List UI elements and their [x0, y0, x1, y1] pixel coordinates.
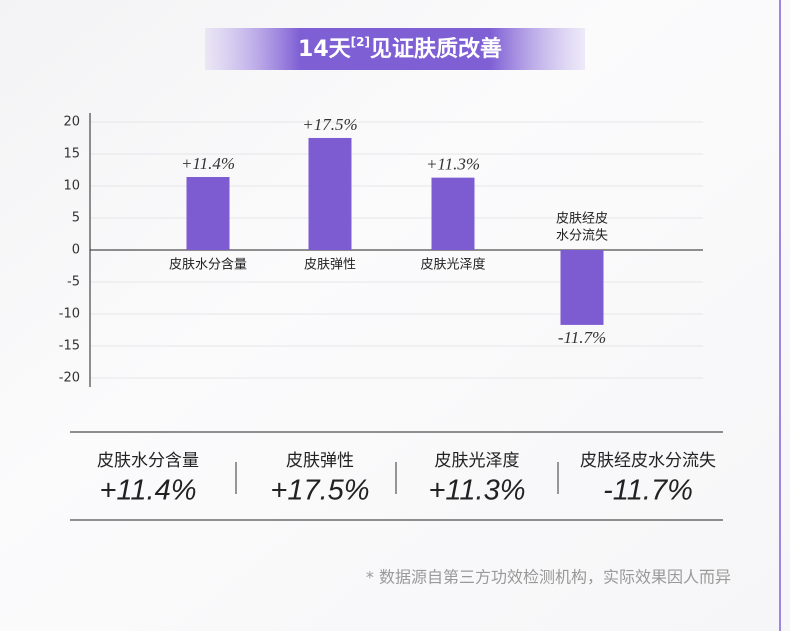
- category-label: 皮肤经皮: [556, 212, 608, 227]
- y-tick-label: 20: [63, 114, 80, 129]
- title-band: [205, 28, 585, 70]
- bar: [431, 177, 475, 250]
- edge-line: [779, 0, 781, 631]
- title-part: 14天: [298, 37, 352, 62]
- chart-title: 14天[2]见证肤质改善: [298, 35, 502, 63]
- summary-label: 皮肤水分含量: [97, 451, 199, 471]
- y-tick-label: -20: [59, 371, 80, 386]
- title-superscript: [2]: [351, 35, 370, 49]
- summary: 皮肤水分含量 +11.4% 皮肤弹性 +17.5% 皮肤光泽度 +11.3% 皮肤经皮水分流…: [97, 451, 716, 507]
- category-label: 皮肤水分含量: [169, 257, 247, 273]
- footnote: * 数据源自第三方功效检测机构，实际效果因人而异: [366, 568, 731, 587]
- category-label: 皮肤光泽度: [420, 257, 485, 273]
- value-label: -11.7%: [558, 328, 606, 347]
- bar: [186, 177, 230, 250]
- summary-label: 皮肤经皮水分流失: [580, 451, 716, 471]
- y-tick-label: -5: [67, 275, 80, 290]
- plot: 20 15 10 5 0 -5 -10 -15 -20 +11.4% 皮肤水分含量 +17.5% 皮肤弹…: [59, 113, 703, 387]
- category-label: 水分流失: [556, 229, 608, 244]
- summary-value: +11.4%: [99, 475, 196, 507]
- y-tick-label: 10: [63, 178, 80, 193]
- value-label: +17.5%: [302, 115, 357, 134]
- y-tick-label: 15: [63, 146, 80, 161]
- category-label: 皮肤弹性: [304, 258, 356, 273]
- y-tick-label: 5: [72, 210, 80, 225]
- y-tick-label: -15: [59, 339, 80, 354]
- y-tick-label: -10: [59, 307, 80, 322]
- summary-value: +11.3%: [428, 475, 525, 507]
- value-label: +11.3%: [426, 155, 480, 174]
- summary-value: -11.7%: [603, 475, 693, 507]
- bar: [560, 250, 604, 325]
- title-part: 见证肤质改善: [370, 36, 502, 62]
- summary-label: 皮肤光泽度: [435, 451, 520, 471]
- summary-value: +17.5%: [270, 475, 369, 507]
- value-label: +11.4%: [181, 154, 235, 173]
- bar: [308, 137, 352, 250]
- summary-label: 皮肤弹性: [286, 451, 354, 471]
- y-tick-label: 0: [72, 243, 80, 258]
